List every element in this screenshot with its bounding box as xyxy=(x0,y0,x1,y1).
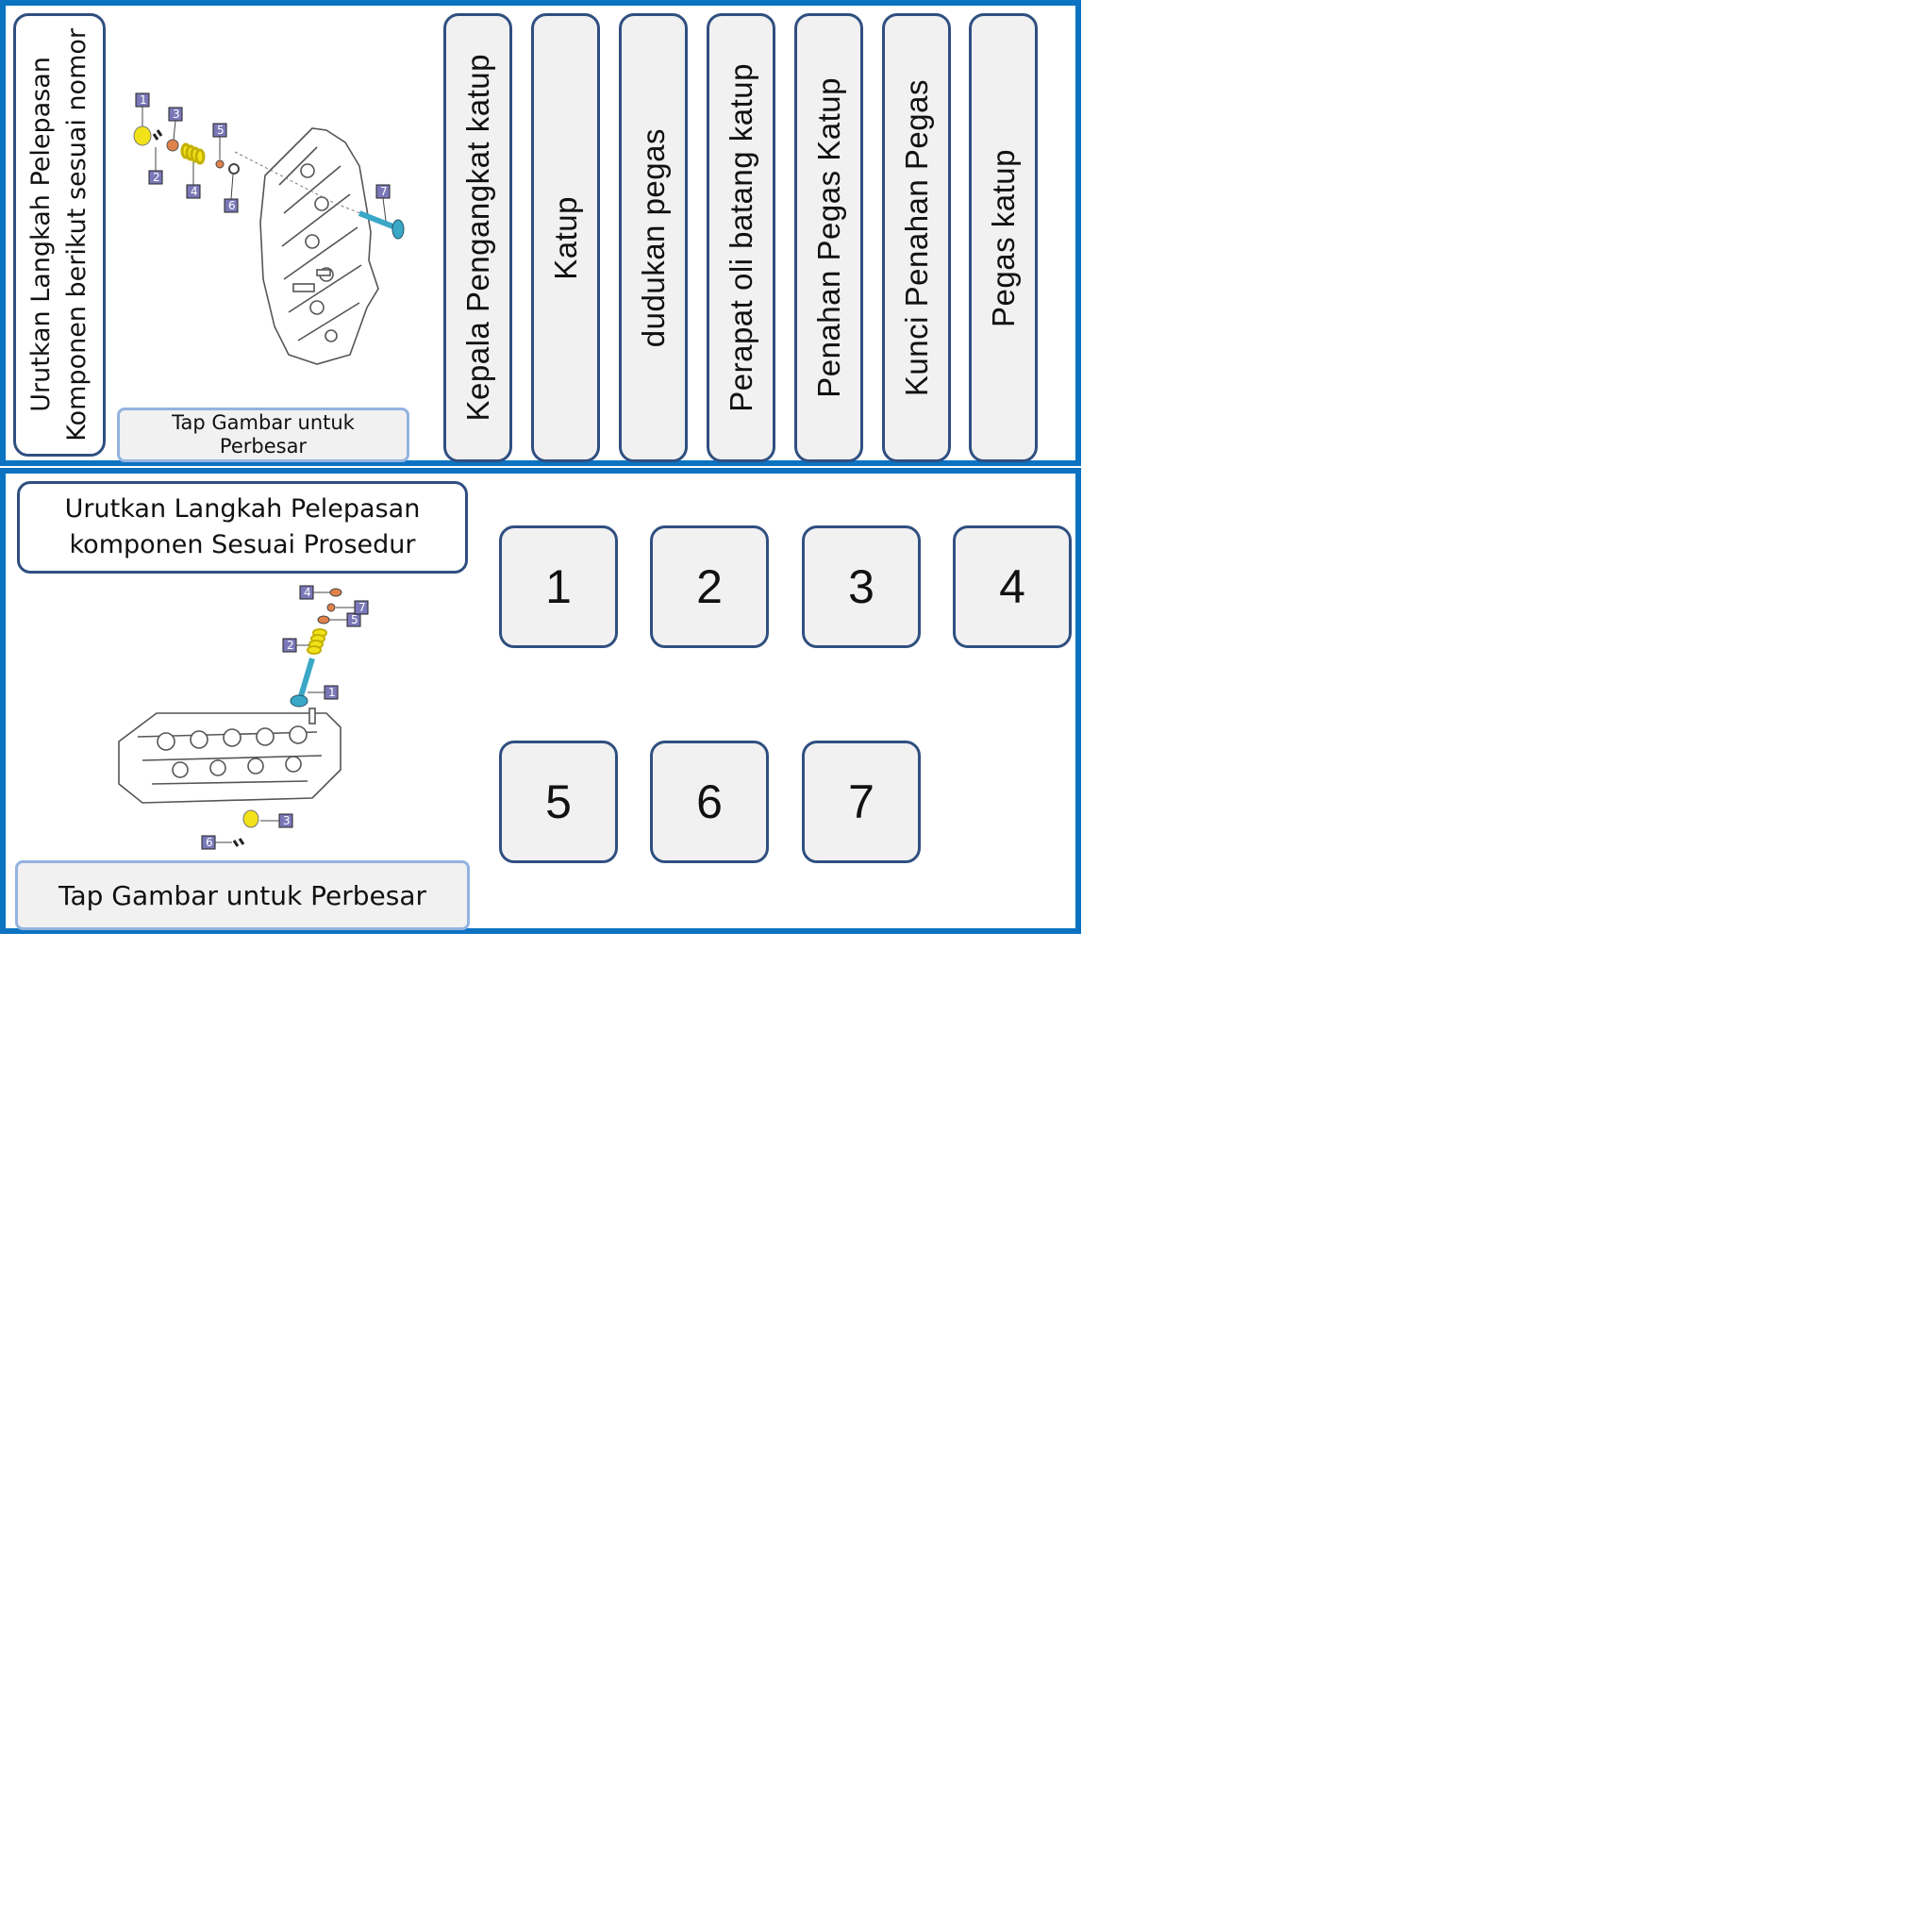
callout-3: 3 xyxy=(168,107,183,141)
valve-part xyxy=(290,658,315,708)
instruction-card: Urutkan Langkah Pelepasan Komponen berik… xyxy=(13,13,106,457)
answer-slot-4[interactable]: 4 xyxy=(953,525,1072,648)
callout-7: 7 xyxy=(336,600,369,615)
callout-5: 5 xyxy=(212,123,227,159)
part-label-card[interactable]: dudukan pegas xyxy=(619,13,688,462)
shim-part xyxy=(232,838,245,847)
key-part xyxy=(326,603,336,612)
part-label-card[interactable]: Penahan Pegas Katup xyxy=(794,13,863,462)
callout-1: 1 xyxy=(308,685,339,700)
part-label: Penahan Pegas Katup xyxy=(810,77,846,398)
svg-text:7: 7 xyxy=(380,185,388,198)
instruction-line: Urutkan Langkah Pelepasan xyxy=(26,57,56,413)
svg-text:1: 1 xyxy=(328,686,336,699)
svg-text:7: 7 xyxy=(358,601,366,614)
tap-to-enlarge-button[interactable]: Tap Gambar untuk Perbesar xyxy=(15,860,470,930)
answer-slot-3[interactable]: 3 xyxy=(802,525,921,648)
top-panel: Urutkan Langkah Pelepasan Komponen berik… xyxy=(0,0,1081,466)
callout-2: 2 xyxy=(148,147,163,185)
part-label: Pegas katup xyxy=(985,148,1021,327)
retainer-part xyxy=(317,615,330,625)
bottom-panel: Urutkan Langkah Pelepasan komponen Sesua… xyxy=(0,468,1081,934)
lifter-part xyxy=(133,125,152,146)
part-label-card[interactable]: Pegas katup xyxy=(969,13,1038,462)
instruction-line: Urutkan Langkah Pelepasan xyxy=(64,494,421,524)
callout-1: 1 xyxy=(135,92,150,126)
key-part xyxy=(152,129,163,141)
answer-slot-6[interactable]: 6 xyxy=(650,741,769,863)
valve-part xyxy=(358,210,405,240)
svg-text:4: 4 xyxy=(191,185,198,198)
callout-3: 3 xyxy=(260,813,293,828)
leader-line xyxy=(234,151,337,205)
part-label-card[interactable]: Kepala Pengangkat katup xyxy=(443,13,512,462)
callout-5: 5 xyxy=(329,612,361,627)
part-label: dudukan pegas xyxy=(635,127,671,348)
callout-4: 4 xyxy=(186,162,201,199)
part-label: Kunci Penahan Pegas xyxy=(898,78,934,397)
seal-part xyxy=(329,588,342,597)
spring-part xyxy=(307,628,327,655)
retainer-part xyxy=(166,139,179,152)
svg-text:2: 2 xyxy=(287,639,294,652)
callout-6: 6 xyxy=(224,174,239,213)
instruction-card: Urutkan Langkah Pelepasan komponen Sesua… xyxy=(17,481,468,574)
svg-text:6: 6 xyxy=(228,199,236,212)
cylinder-head-drawing xyxy=(259,127,379,365)
answer-slot-7[interactable]: 7 xyxy=(802,741,921,863)
tap-to-enlarge-button[interactable]: Tap Gambar untuk Perbesar xyxy=(117,408,409,462)
part-label: Perapat oli batang katup xyxy=(723,63,758,412)
part-label: Kepala Pengangkat katup xyxy=(459,54,495,422)
part-label: Katup xyxy=(547,195,583,280)
callout-6: 6 xyxy=(201,835,232,850)
part-label-card[interactable]: Kunci Penahan Pegas xyxy=(882,13,951,462)
answer-slot-5[interactable]: 5 xyxy=(499,741,618,863)
spring-part xyxy=(180,142,206,165)
valve-diagram-image[interactable]: 1 2 3 4 5 6 7 xyxy=(124,72,425,383)
cylinder-head-drawing xyxy=(118,708,341,804)
lifter-part xyxy=(242,809,259,828)
svg-text:6: 6 xyxy=(206,836,213,849)
instruction-line: Komponen berikut sesuai nomor xyxy=(62,28,92,441)
seal-part xyxy=(215,159,225,169)
instruction-line: komponen Sesuai Prosedur xyxy=(69,530,416,559)
callout-7: 7 xyxy=(375,184,391,222)
answer-slot-1[interactable]: 1 xyxy=(499,525,618,648)
svg-text:1: 1 xyxy=(140,93,147,107)
callout-4: 4 xyxy=(299,585,330,600)
seat-part xyxy=(228,163,240,175)
svg-text:5: 5 xyxy=(217,124,225,137)
svg-text:5: 5 xyxy=(351,613,358,626)
part-label-card[interactable]: Perapat oli batang katup xyxy=(707,13,775,462)
answer-slot-2[interactable]: 2 xyxy=(650,525,769,648)
svg-text:3: 3 xyxy=(173,108,180,121)
callout-2: 2 xyxy=(282,638,309,653)
part-label-card[interactable]: Katup xyxy=(531,13,600,462)
svg-text:3: 3 xyxy=(283,814,291,827)
valve-diagram-image[interactable]: 1 2 3 4 5 6 7 xyxy=(100,572,402,855)
svg-text:4: 4 xyxy=(304,586,311,599)
svg-text:2: 2 xyxy=(153,171,160,184)
